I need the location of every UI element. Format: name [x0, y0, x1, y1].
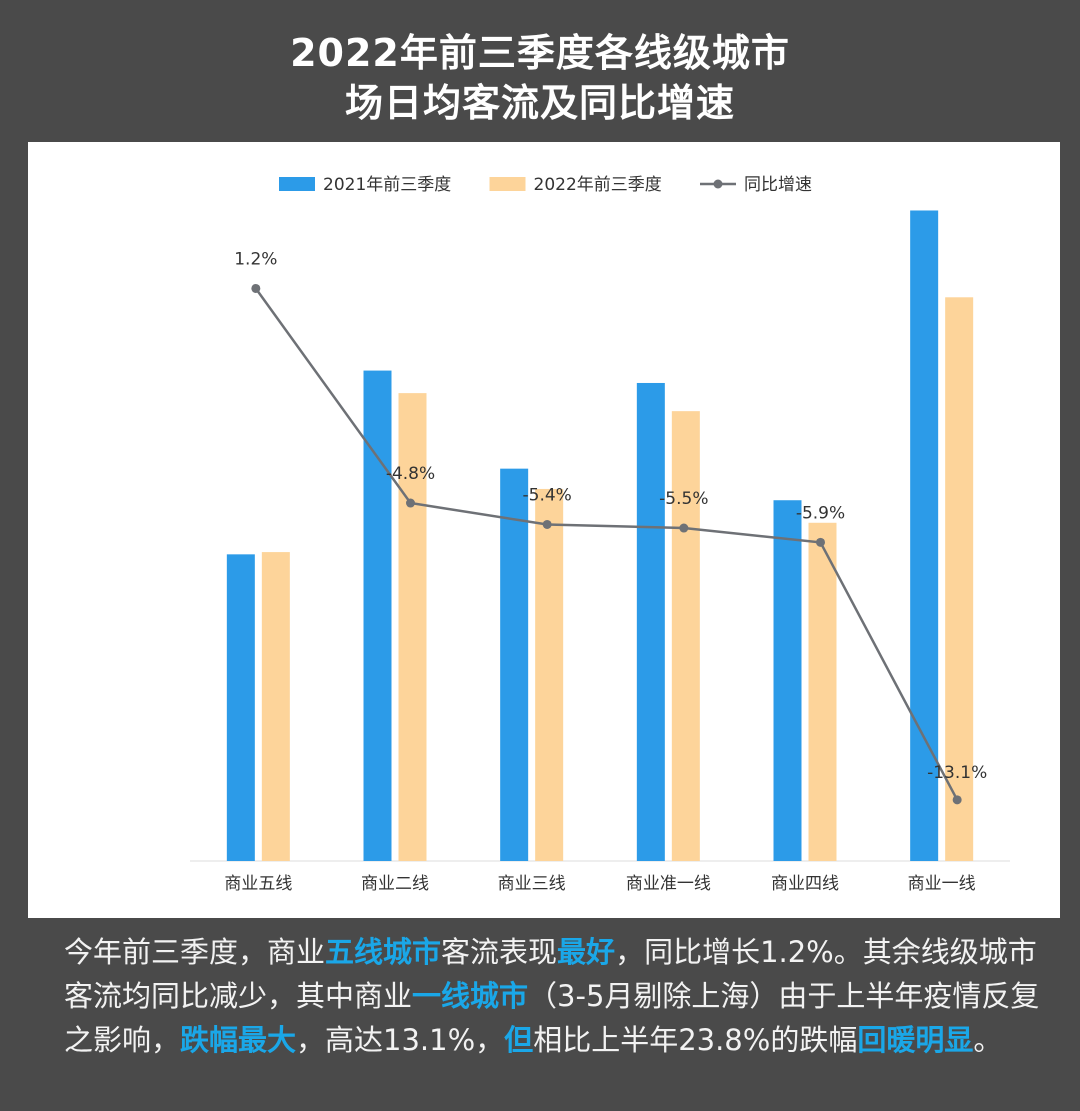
- caption-seg-7: 。: [973, 1023, 1003, 1057]
- title-line-2: 场日均客流及同比增速: [344, 81, 735, 125]
- growth-label-3: -5.5%: [659, 489, 708, 509]
- caption-highlight-3: 一线城市: [412, 979, 529, 1013]
- growth-label-0: 1.2%: [234, 249, 277, 269]
- legend-swatch-0: [279, 177, 315, 191]
- caption-highlight-2: 最好: [557, 935, 616, 969]
- growth-label-2: -5.4%: [523, 485, 572, 505]
- bar-2022-4: [808, 522, 837, 861]
- growth-line: [254, 287, 959, 801]
- caption-highlight-6: 回暖明显: [857, 1023, 974, 1057]
- bar-2021-1: [363, 370, 392, 861]
- bar-2022-0: [261, 552, 290, 861]
- caption-highlight-4: 跌幅最大: [180, 1023, 297, 1057]
- x-tick-label-5: 商业一线: [908, 874, 976, 894]
- title-line-1: 2022年前三季度各线级城市: [290, 31, 790, 75]
- caption-seg-2: 客流表现: [441, 935, 558, 969]
- legend-label-1: 2022年前三季度: [534, 175, 662, 195]
- growth-point-4: [816, 537, 825, 547]
- bar-2021-4: [773, 500, 802, 861]
- caption-seg-5: ，高达13.1%，: [296, 1023, 505, 1057]
- growth-point-2: [542, 519, 552, 529]
- caption-seg-4: （3-5月剔除上海）由于上半年疫情反复之影响，: [64, 979, 1040, 1057]
- growth-label-5: -13.1%: [927, 763, 987, 783]
- caption-highlight-1: 五线城市: [325, 935, 442, 969]
- growth-point-3: [679, 523, 689, 533]
- legend-label-2: 同比增速: [744, 175, 812, 195]
- legend-swatch-dot-2: [713, 179, 723, 189]
- x-tick-label-1: 商业二线: [361, 874, 429, 894]
- bar-2021-3: [636, 382, 665, 861]
- caption-highlight-5: 但: [504, 1023, 534, 1057]
- x-tick-label-4: 商业四线: [771, 874, 839, 894]
- caption-seg-1: 今年前三季度，商业: [64, 935, 326, 969]
- chart-panel: 商业五线 商业二线 商业三线 商业准一线 商业四线 商业一线 1.2% -4.8% -5.4% -…: [28, 142, 1060, 918]
- x-tick-label-3: 商业准一线: [626, 874, 711, 894]
- bar-line-chart: 商业五线 商业二线 商业三线 商业准一线 商业四线 商业一线 1.2% -4.8% -5.4% -…: [190, 175, 1010, 894]
- bar-2022-2: [535, 488, 564, 861]
- bar-2021-2: [500, 468, 529, 861]
- legend-label-0: 2021年前三季度: [323, 175, 451, 195]
- legend-swatch-1: [489, 177, 526, 191]
- bar-2022-5: [945, 297, 974, 861]
- x-tick-label-2: 商业三线: [498, 874, 566, 894]
- bar-2022-3: [671, 411, 700, 861]
- growth-label-4: -5.9%: [796, 503, 845, 523]
- growth-point-1: [406, 498, 415, 508]
- growth-point-5: [952, 795, 962, 805]
- bar-2021-0: [226, 554, 255, 861]
- page-title: 2022年前三季度各线级城市 场日均客流及同比增速: [0, 28, 1080, 128]
- growth-label-1: -4.8%: [386, 464, 435, 484]
- x-tick-label-0: 商业五线: [224, 874, 292, 894]
- bar-2022-1: [398, 393, 427, 861]
- caption-seg-6: 相比上半年23.8%的跌幅: [533, 1023, 858, 1057]
- growth-point-0: [251, 283, 261, 293]
- caption-text: 今年前三季度，商业五线城市客流表现最好，同比增长1.2%。其余线级城市客流均同比…: [64, 930, 1064, 1062]
- caption-seg-3: ，同比增长1.2%。其余线级城市客流均同比减少，其中商业: [64, 935, 1037, 1013]
